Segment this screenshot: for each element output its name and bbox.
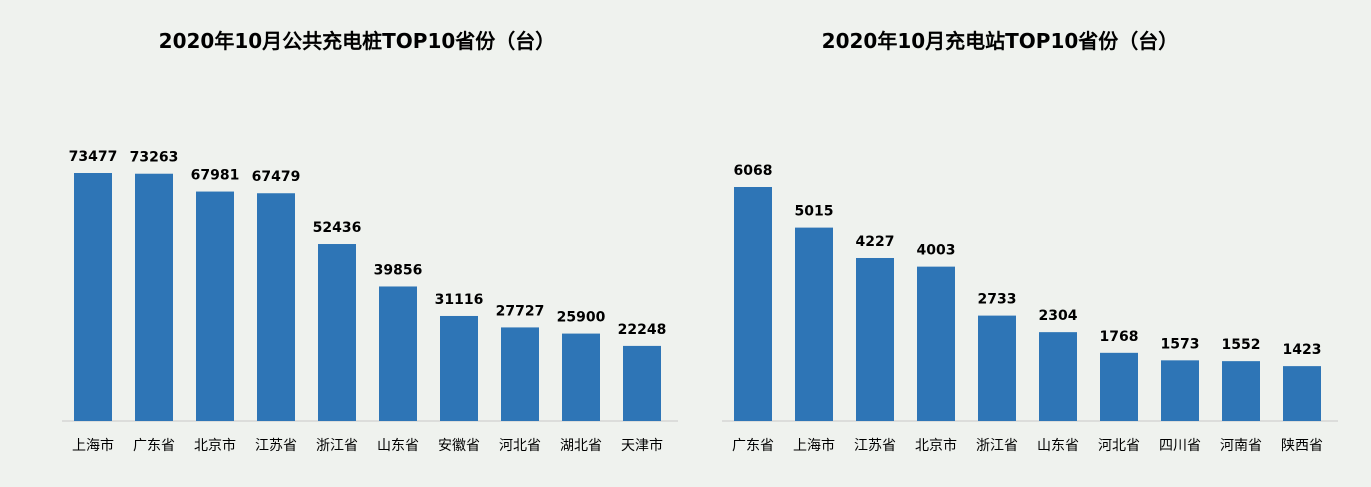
bar bbox=[1039, 332, 1077, 421]
data-label: 39856 bbox=[374, 262, 423, 278]
data-label: 27727 bbox=[496, 303, 545, 319]
data-label: 67479 bbox=[252, 169, 301, 185]
x-tick-label: 上海市 bbox=[793, 437, 835, 454]
data-label: 52436 bbox=[313, 220, 362, 236]
x-tick-label: 安徽省 bbox=[438, 438, 480, 454]
data-label: 4003 bbox=[917, 243, 956, 259]
x-tick-label: 四川省 bbox=[1159, 438, 1201, 454]
bar bbox=[196, 191, 234, 421]
chart-panel-2: 2020年10月充电站TOP10省份（台） 6068 广东省 5015 上海市 4227 江… bbox=[722, 29, 1338, 454]
data-label: 1423 bbox=[1283, 342, 1322, 358]
x-tick-label: 陕西省 bbox=[1281, 438, 1323, 454]
bar bbox=[917, 266, 955, 421]
data-label: 2304 bbox=[1039, 308, 1078, 324]
data-label: 25900 bbox=[557, 310, 606, 326]
data-label: 31116 bbox=[435, 292, 484, 308]
x-tick-label: 上海市 bbox=[72, 437, 114, 454]
data-label: 4227 bbox=[856, 234, 895, 250]
x-tick-label: 河北省 bbox=[1098, 438, 1140, 454]
data-label: 22248 bbox=[618, 322, 667, 338]
bar bbox=[856, 257, 894, 421]
bar bbox=[1283, 366, 1321, 421]
bar bbox=[623, 345, 661, 421]
bar bbox=[562, 333, 600, 421]
data-label: 1552 bbox=[1222, 337, 1261, 353]
x-tick-label: 北京市 bbox=[194, 437, 236, 454]
x-tick-label: 河南省 bbox=[1220, 438, 1262, 454]
bar bbox=[1222, 361, 1260, 421]
x-tick-label: 北京市 bbox=[915, 437, 957, 454]
data-label: 6068 bbox=[734, 163, 773, 179]
data-label: 73477 bbox=[69, 149, 118, 165]
bar bbox=[318, 244, 356, 421]
x-tick-label: 河北省 bbox=[499, 438, 541, 454]
x-tick-label: 江苏省 bbox=[854, 438, 896, 454]
chart-panel-1: 2020年10月公共充电桩TOP10省份（台） 73477 上海市 73263 广东省 6… bbox=[62, 29, 678, 454]
bar bbox=[978, 315, 1016, 421]
x-tick-label: 广东省 bbox=[732, 438, 774, 454]
x-tick-label: 浙江省 bbox=[976, 438, 1018, 454]
x-tick-label: 湖北省 bbox=[560, 438, 602, 454]
x-tick-label: 山东省 bbox=[1037, 438, 1079, 454]
bar bbox=[1100, 352, 1138, 421]
bar bbox=[257, 193, 295, 421]
x-tick-label: 天津市 bbox=[621, 437, 663, 454]
x-tick-label: 山东省 bbox=[377, 438, 419, 454]
bar bbox=[1161, 360, 1199, 421]
data-label: 5015 bbox=[795, 204, 834, 220]
bar bbox=[440, 315, 478, 421]
bar bbox=[74, 173, 112, 421]
x-tick-label: 江苏省 bbox=[255, 438, 297, 454]
x-tick-label: 浙江省 bbox=[316, 438, 358, 454]
bar bbox=[379, 286, 417, 421]
data-label: 2733 bbox=[978, 292, 1017, 308]
data-label: 1768 bbox=[1100, 329, 1139, 345]
chart-title: 2020年10月公共充电桩TOP10省份（台） bbox=[159, 29, 556, 53]
bar bbox=[734, 187, 772, 421]
bar bbox=[501, 327, 539, 421]
bar bbox=[795, 227, 833, 421]
bar bbox=[135, 173, 173, 421]
x-tick-label: 广东省 bbox=[133, 438, 175, 454]
data-label: 67981 bbox=[191, 168, 240, 184]
chart-title: 2020年10月充电站TOP10省份（台） bbox=[822, 29, 1179, 53]
data-label: 73263 bbox=[130, 150, 179, 166]
data-label: 1573 bbox=[1161, 336, 1200, 352]
